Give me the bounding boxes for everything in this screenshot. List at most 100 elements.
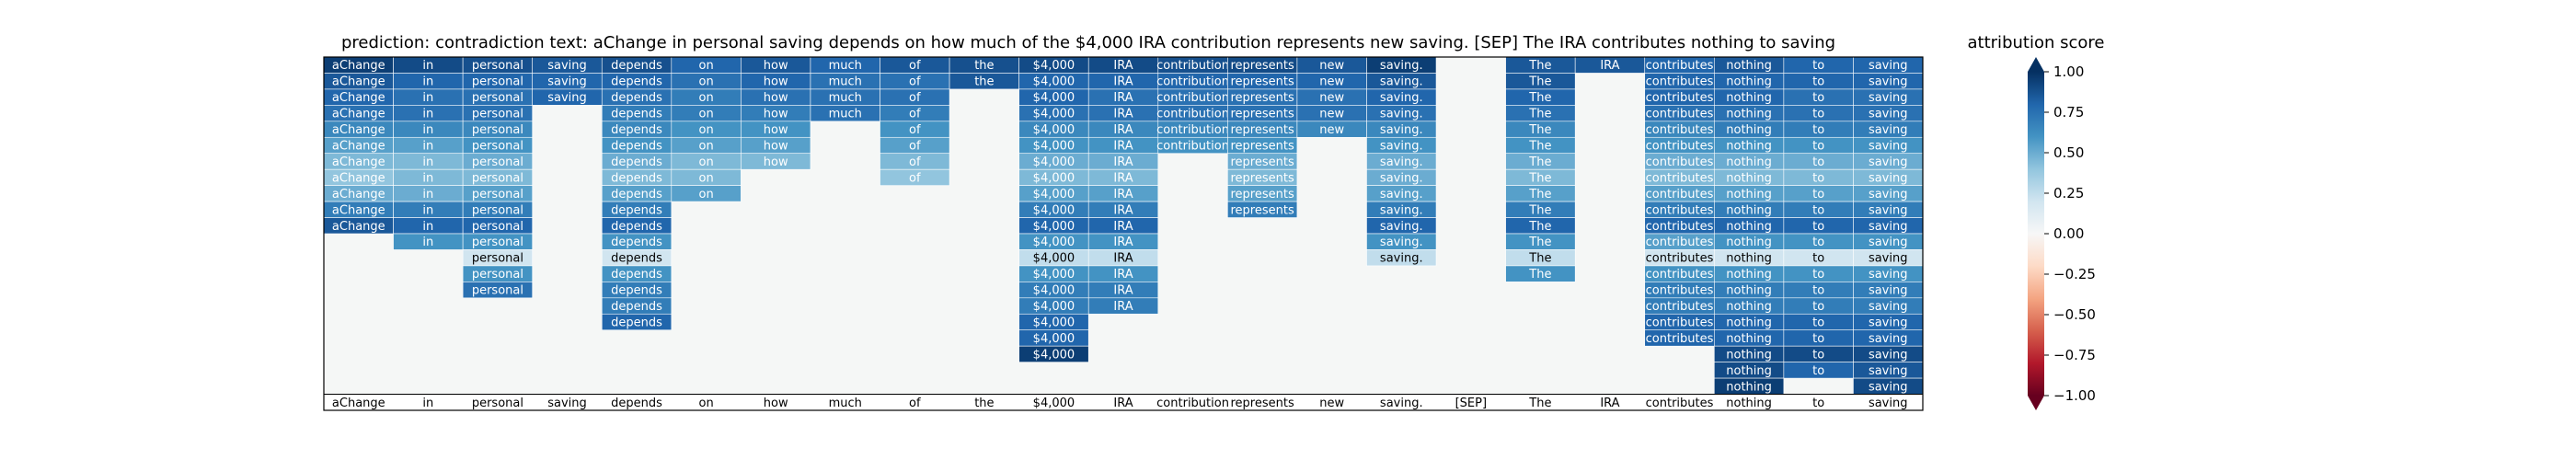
cell-token-label: nothing	[1726, 123, 1772, 137]
cell-token-label: depends	[611, 300, 662, 314]
cell-token-label: in	[422, 171, 433, 185]
cell-token-label: personal	[472, 75, 523, 89]
colorbar-gradient	[2028, 72, 2044, 396]
cell-token-label: saving	[1869, 284, 1908, 298]
cell-token-label: nothing	[1726, 91, 1772, 105]
cell-token-label: $4,000	[1033, 75, 1075, 89]
token-tick-label: contribution	[1156, 397, 1229, 410]
cell-token-label: contributes	[1646, 140, 1714, 154]
heatmap-frame	[323, 56, 1924, 411]
cell-token-label: saving.	[1380, 155, 1423, 169]
cell-token-label: saving	[1869, 348, 1908, 362]
cell-token-label: IRA	[1113, 171, 1133, 185]
cell-token-label: $4,000	[1033, 348, 1075, 362]
cell-token-label: new	[1319, 123, 1344, 137]
cell-token-label: personal	[472, 188, 523, 201]
cell-token-label: depends	[611, 171, 662, 185]
cell-token-label: depends	[611, 188, 662, 201]
cell-token-label: saving.	[1380, 171, 1423, 185]
cell-token-label: to	[1812, 220, 1824, 234]
cell-token-label: The	[1528, 268, 1551, 282]
cell-token-label: The	[1528, 220, 1551, 234]
cell-token-label: to	[1812, 123, 1824, 137]
cell-token-label: nothing	[1726, 220, 1772, 234]
heatmap-cell	[1505, 265, 1576, 282]
cell-token-label: depends	[611, 252, 662, 266]
cell-token-label: contributes	[1646, 59, 1714, 73]
cell-token-label: to	[1812, 59, 1824, 73]
cell-token-label: $4,000	[1033, 236, 1075, 249]
cell-token-label: depends	[611, 220, 662, 234]
cell-token-label: IRA	[1113, 75, 1133, 89]
cell-token-label: of	[909, 59, 921, 73]
cell-token-label: $4,000	[1033, 332, 1075, 346]
cell-token-label: aChange	[332, 203, 385, 217]
cell-token-label: IRA	[1113, 140, 1133, 154]
cell-token-label: saving	[1869, 155, 1908, 169]
cell-token-label: IRA	[1113, 284, 1133, 298]
cell-token-label: contributes	[1646, 252, 1714, 266]
cell-token-label: how	[764, 91, 788, 105]
cell-token-label: personal	[472, 108, 523, 121]
cell-token-label: aChange	[332, 220, 385, 234]
cell-token-label: IRA	[1113, 59, 1133, 73]
cell-token-label: personal	[472, 59, 523, 73]
cell-token-label: to	[1812, 140, 1824, 154]
cell-token-label: IRA	[1113, 268, 1133, 282]
cell-token-label: aChange	[332, 155, 385, 169]
cell-token-label: contributes	[1646, 123, 1714, 137]
cell-token-label: contributes	[1646, 220, 1714, 234]
cell-token-label: of	[909, 171, 921, 185]
cell-token-label: represents	[1231, 203, 1294, 217]
cell-token-label: aChange	[332, 171, 385, 185]
cell-token-label: aChange	[332, 108, 385, 121]
cell-token-label: saving	[1869, 75, 1908, 89]
cell-token-label: IRA	[1113, 252, 1133, 266]
token-tick-label: the	[974, 397, 994, 410]
cell-token-label: saving	[1869, 236, 1908, 249]
token-tick-label: aChange	[332, 397, 385, 410]
token-tick-label: saving.	[1380, 397, 1423, 410]
cell-token-label: on	[699, 91, 714, 105]
cell-token-label: in	[422, 236, 433, 249]
cell-token-label: nothing	[1726, 108, 1772, 121]
cell-token-label: saving	[1869, 268, 1908, 282]
cell-token-label: IRA	[1113, 91, 1133, 105]
cell-token-label: saving	[1869, 203, 1908, 217]
cell-token-label: $4,000	[1033, 155, 1075, 169]
heatmap-cell	[741, 153, 811, 170]
cell-token-label: much	[829, 75, 862, 89]
cell-token-label: in	[422, 108, 433, 121]
token-tick-label: on	[699, 397, 714, 410]
cell-token-label: personal	[472, 268, 523, 282]
cell-token-label: The	[1528, 171, 1551, 185]
token-tick-label: personal	[472, 397, 523, 410]
cell-token-label: contribution	[1156, 91, 1229, 105]
cell-token-label: $4,000	[1033, 268, 1075, 282]
cell-token-label: much	[829, 108, 862, 121]
cell-token-label: represents	[1231, 59, 1294, 73]
cell-token-label: saving.	[1380, 140, 1423, 154]
heatmap-grid: aChange in personal saving depends on how much o…	[323, 56, 1924, 395]
chart-title: prediction: contradiction text: aChange …	[341, 33, 1835, 52]
cell-token-label: saving	[1869, 140, 1908, 154]
cell-token-label: aChange	[332, 75, 385, 89]
cell-token-label: represents	[1231, 140, 1294, 154]
cell-token-label: nothing	[1726, 59, 1772, 73]
cell-token-label: The	[1528, 75, 1551, 89]
colorbar-tick-label: −0.75	[2053, 347, 2096, 363]
cell-token-label: the	[974, 59, 994, 73]
cell-token-label: depends	[611, 75, 662, 89]
cell-token-label: to	[1812, 300, 1824, 314]
cell-token-label: saving	[1869, 220, 1908, 234]
heatmap-cell	[1018, 345, 1089, 362]
cell-token-label: saving	[1869, 171, 1908, 185]
cell-token-label: how	[764, 108, 788, 121]
heatmap-cell	[1366, 249, 1437, 267]
cell-token-label: on	[699, 140, 714, 154]
cell-token-label: saving.	[1380, 123, 1423, 137]
token-tick-label: in	[422, 397, 433, 410]
cell-token-label: aChange	[332, 188, 385, 201]
cell-token-label: contributes	[1646, 268, 1714, 282]
cell-token-label: aChange	[332, 91, 385, 105]
